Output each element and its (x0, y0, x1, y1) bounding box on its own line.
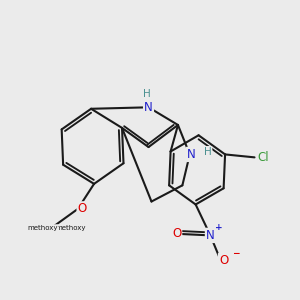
Text: +: + (215, 223, 222, 232)
Text: N: N (187, 148, 196, 161)
Text: O: O (172, 227, 181, 240)
Text: Cl: Cl (257, 151, 269, 164)
Text: H: H (143, 89, 151, 99)
Text: N: N (206, 229, 215, 242)
Text: H: H (203, 147, 211, 157)
Text: methoxy: methoxy (56, 225, 86, 231)
Text: methoxy: methoxy (27, 225, 58, 231)
Text: N: N (144, 101, 153, 114)
Text: O: O (219, 254, 228, 267)
Text: O: O (78, 202, 87, 215)
Text: −: − (232, 249, 239, 258)
